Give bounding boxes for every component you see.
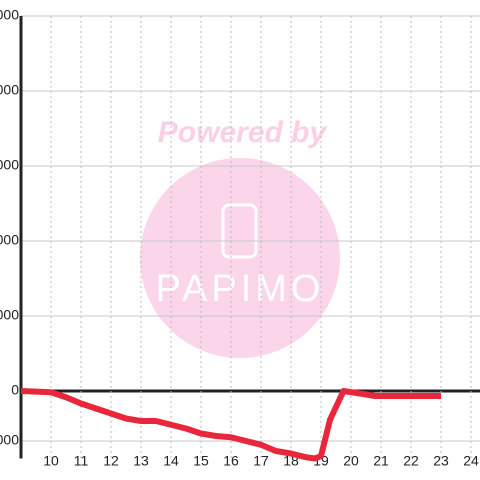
x-tick-label: 21 xyxy=(373,453,389,469)
x-tick-label: 16 xyxy=(223,453,239,469)
y-tick-label: 0 xyxy=(11,382,19,398)
x-tick-label: 20 xyxy=(343,453,359,469)
x-tick-label: 13 xyxy=(133,453,149,469)
x-tick-label: 14 xyxy=(163,453,179,469)
y-tick-label: 90,000 xyxy=(0,157,19,173)
watermark-logo: PAPIMO xyxy=(156,268,325,310)
watermark-phone xyxy=(221,203,258,259)
data-line xyxy=(20,388,441,462)
x-tick-label: 11 xyxy=(74,453,89,469)
x-tick-label: 24 xyxy=(463,453,479,469)
y-tick-label: 150,000 xyxy=(0,7,19,23)
y-tick-label: 30,000 xyxy=(0,307,19,323)
x-tick-label: 15 xyxy=(193,453,209,469)
x-tick-label: 12 xyxy=(103,453,119,469)
y-tick-label: 60,000 xyxy=(0,232,19,248)
x-tick-label: 22 xyxy=(403,453,419,469)
x-tick-label: 10 xyxy=(43,453,59,469)
y-tick-label: -20,000 xyxy=(0,432,19,448)
watermark-title: Powered by xyxy=(158,116,328,149)
x-tick-label: 23 xyxy=(433,453,449,469)
y-tick-label: 120,000 xyxy=(0,82,19,98)
x-tick-label: 17 xyxy=(253,453,269,469)
